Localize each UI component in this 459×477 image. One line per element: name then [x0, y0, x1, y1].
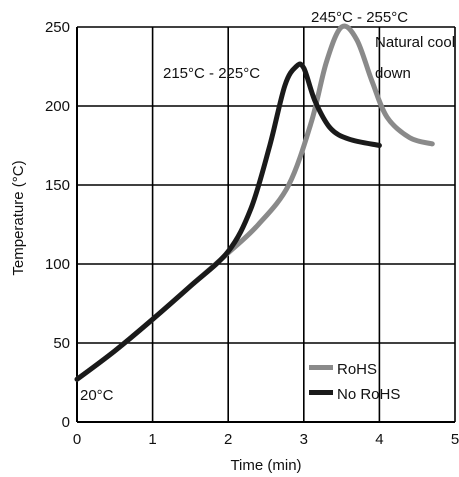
- y-tick-label-5: 250: [45, 19, 70, 36]
- annotation-rohs-peak: 245°C - 255°C: [311, 9, 408, 26]
- y-tick-labels: 0 50 100 150 200 250: [45, 19, 70, 431]
- legend-label-norohs: No RoHS: [337, 386, 400, 403]
- annotation-down: down: [375, 65, 411, 82]
- y-tick-label-1: 50: [53, 335, 70, 352]
- x-tick-label-5: 5: [451, 431, 459, 448]
- series-line-no-rohs: [74, 61, 382, 382]
- x-tick-label-1: 1: [148, 431, 156, 448]
- x-tick-labels: 0 1 2 3 4 5: [73, 431, 459, 448]
- annotation-norohs-peak: 215°C - 225°C: [163, 65, 260, 82]
- y-tick-label-2: 100: [45, 256, 70, 273]
- x-tick-label-0: 0: [73, 431, 81, 448]
- series-lines: [74, 23, 435, 382]
- y-tick-label-3: 150: [45, 177, 70, 194]
- grid: [76, 26, 456, 423]
- y-tick-label-4: 200: [45, 98, 70, 115]
- legend-label-rohs: RoHS: [337, 361, 377, 378]
- y-axis-label: Temperature (°C): [10, 160, 27, 275]
- legend: RoHS No RoHS: [309, 361, 400, 403]
- y-tick-label-0: 0: [62, 414, 70, 431]
- annotation-start-temp: 20°C: [80, 387, 114, 404]
- x-tick-label-4: 4: [375, 431, 383, 448]
- legend-swatch-norohs: [309, 390, 333, 395]
- annotation-natural-cool: Natural cool: [375, 34, 455, 51]
- x-axis-label: Time (min): [230, 457, 301, 474]
- axes: [76, 27, 455, 423]
- x-tick-label-2: 2: [224, 431, 232, 448]
- legend-swatch-rohs: [309, 365, 333, 370]
- x-tick-label-3: 3: [300, 431, 308, 448]
